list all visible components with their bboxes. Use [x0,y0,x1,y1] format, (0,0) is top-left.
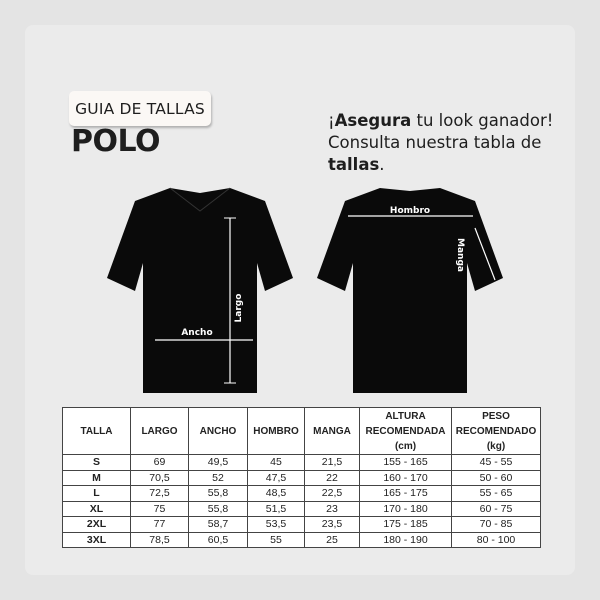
table-header-row: TALLA LARGO ANCHO HOMBRO MANGA ALTURA RE… [62,407,541,455]
table-cell: 55 - 65 [451,485,541,502]
ancho-label: Ancho [181,328,212,338]
header-largo: LARGO [130,407,189,455]
table-cell: 53,5 [247,516,305,533]
table-row: XL 75 55,8 51,5 23 170 - 180 60 - 75 [62,500,541,517]
table-cell: 22 [304,469,360,486]
largo-label: Largo [234,294,244,323]
header-peso: PESO RECOMENDADO (kg) [451,407,541,455]
table-cell: 77 [130,516,189,533]
table-cell: 23 [304,500,360,517]
table-cell: 52 [188,469,248,486]
table-cell: 55 [247,531,305,548]
table-row: 3XL 78,5 60,5 55 25 180 - 190 80 - 100 [62,531,541,548]
table-cell: 23,5 [304,516,360,533]
table-cell: 55,8 [188,500,248,517]
table-cell: 69 [130,454,189,471]
table-cell: 155 - 165 [359,454,452,471]
manga-label: Manga [455,238,465,272]
table-row: S 69 49,5 45 21,5 155 - 165 45 - 55 [62,454,541,471]
table-cell: 180 - 190 [359,531,452,548]
table-cell: 175 - 185 [359,516,452,533]
table-cell: 170 - 180 [359,500,452,517]
table-cell: 50 - 60 [451,469,541,486]
header-manga: MANGA [304,407,360,455]
table-cell: 70,5 [130,469,189,486]
tagline: ¡Asegura tu look ganador! Consulta nuest… [328,111,554,174]
table-cell: 165 - 175 [359,485,452,502]
page-title: POLO [71,124,161,159]
table-cell: 80 - 100 [451,531,541,548]
table-cell: 75 [130,500,189,517]
table-cell: 25 [304,531,360,548]
table-cell: 60,5 [188,531,248,548]
table-cell: 58,7 [188,516,248,533]
table-cell: 78,5 [130,531,189,548]
size-cell: 3XL [62,531,131,548]
table-cell: 21,5 [304,454,360,471]
size-cell: XL [62,500,131,517]
size-guide-badge: GUIA DE TALLAS [69,91,211,126]
size-table: TALLA LARGO ANCHO HOMBRO MANGA ALTURA RE… [62,407,541,548]
size-cell: S [62,454,131,471]
hombro-label: Hombro [390,206,430,216]
table-cell: 72,5 [130,485,189,502]
table-cell: 22,5 [304,485,360,502]
table-row: L 72,5 55,8 48,5 22,5 165 - 175 55 - 65 [62,485,541,502]
table-cell: 49,5 [188,454,248,471]
back-shirt-image: Hombro Manga [317,188,503,393]
size-cell: L [62,485,131,502]
table-cell: 48,5 [247,485,305,502]
table-cell: 70 - 85 [451,516,541,533]
table-cell: 47,5 [247,469,305,486]
size-cell: M [62,469,131,486]
table-row: M 70,5 52 47,5 22 160 - 170 50 - 60 [62,469,541,486]
table-cell: 51,5 [247,500,305,517]
table-cell: 60 - 75 [451,500,541,517]
front-shirt-image: Largo Ancho [107,187,293,393]
header-altura: ALTURA RECOMENDADA (cm) [359,407,452,455]
table-cell: 45 - 55 [451,454,541,471]
header-ancho: ANCHO [188,407,248,455]
table-cell: 45 [247,454,305,471]
table-row: 2XL 77 58,7 53,5 23,5 175 - 185 70 - 85 [62,516,541,533]
table-cell: 55,8 [188,485,248,502]
header-talla: TALLA [62,407,131,455]
table-cell: 160 - 170 [359,469,452,486]
header-hombro: HOMBRO [247,407,305,455]
size-cell: 2XL [62,516,131,533]
